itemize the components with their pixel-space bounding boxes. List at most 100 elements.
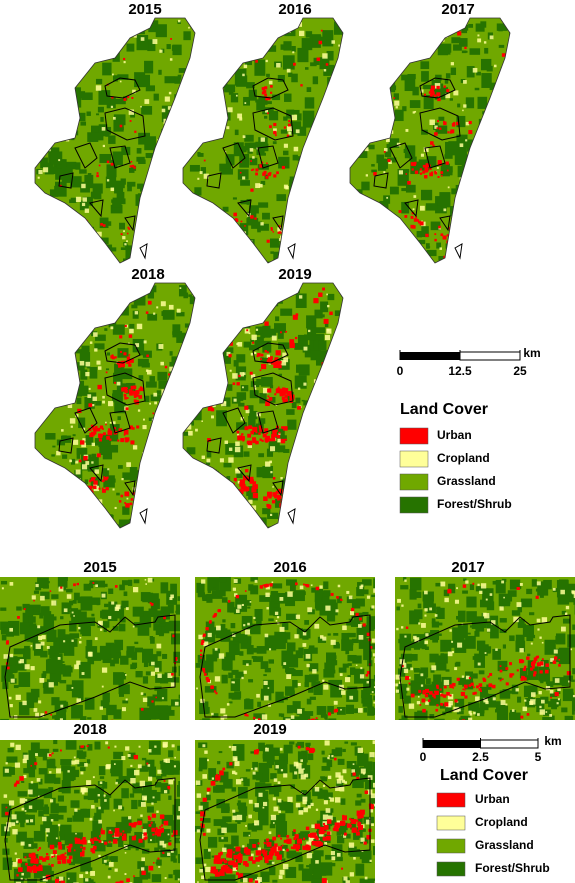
urban-patch — [187, 479, 191, 484]
forest-patch — [332, 475, 337, 479]
forest-patch — [305, 799, 313, 807]
cropland-patch — [300, 504, 305, 508]
forest-patch — [250, 623, 261, 635]
cropland-patch — [502, 92, 508, 99]
urban-patch — [209, 620, 212, 623]
cropland-patch — [191, 200, 195, 206]
cropland-patch — [382, 221, 387, 226]
urban-patch — [435, 708, 439, 712]
forest-patch — [232, 261, 245, 263]
cropland-patch — [465, 221, 468, 224]
forest-patch — [44, 347, 53, 358]
forest-patch — [371, 169, 377, 173]
forest-patch — [236, 471, 243, 479]
cropland-patch — [23, 774, 27, 779]
cropland-patch — [91, 805, 95, 809]
urban-patch — [17, 616, 20, 619]
urban-patch — [330, 505, 334, 509]
forest-patch — [237, 802, 247, 810]
cropland-patch — [373, 686, 375, 689]
forest-patch — [61, 661, 65, 664]
urban-patch — [152, 833, 155, 836]
forest-patch — [260, 333, 265, 339]
forest-patch — [135, 670, 143, 678]
cropland-patch — [204, 317, 211, 323]
urban-patch — [247, 433, 252, 438]
cropland-patch — [326, 328, 330, 332]
forest-patch — [175, 377, 187, 390]
cropland-patch — [293, 146, 299, 152]
urban-patch — [128, 334, 133, 338]
cropland-patch — [315, 808, 319, 811]
forest-patch — [387, 157, 397, 163]
forest-patch — [262, 748, 275, 762]
forest-patch — [188, 519, 195, 528]
cropland-patch — [248, 799, 253, 804]
forest-patch — [329, 655, 337, 660]
cropland-patch — [434, 83, 441, 89]
urban-patch — [257, 718, 260, 720]
forest-patch — [207, 26, 219, 40]
cropland-patch — [279, 626, 285, 632]
cropland-patch — [541, 617, 548, 623]
urban-extent-outline — [74, 407, 98, 434]
forest-patch — [87, 457, 99, 472]
forest-patch — [299, 525, 303, 528]
cropland-patch — [340, 322, 343, 329]
forest-patch — [156, 710, 163, 714]
forest-patch — [444, 78, 449, 84]
forest-patch — [155, 486, 162, 494]
cropland-patch — [243, 670, 247, 674]
forest-patch — [195, 825, 205, 832]
forest-patch — [499, 108, 506, 118]
cropland-patch — [253, 259, 256, 261]
cropland-patch — [226, 351, 231, 356]
cropland-patch — [500, 148, 505, 153]
forest-patch — [94, 841, 106, 852]
forest-patch — [157, 841, 166, 850]
forest-patch — [333, 641, 340, 649]
urban-patch — [189, 520, 192, 523]
forest-patch — [338, 502, 343, 511]
urban-patch — [157, 857, 160, 860]
forest-patch — [375, 107, 384, 113]
cropland-patch — [143, 418, 145, 421]
cropland-patch — [177, 878, 180, 881]
forest-patch — [295, 397, 301, 404]
land-cover-raster — [395, 577, 575, 720]
forest-patch — [246, 405, 254, 412]
cropland-patch — [88, 387, 91, 390]
forest-patch — [26, 701, 35, 709]
cropland-patch — [161, 108, 166, 113]
forest-patch — [266, 448, 274, 457]
forest-patch — [117, 294, 124, 304]
forest-patch — [492, 580, 497, 585]
cropland-patch — [379, 89, 383, 93]
cropland-patch — [256, 147, 259, 150]
forest-patch — [389, 27, 394, 30]
forest-patch — [316, 434, 328, 446]
urban-patch — [130, 440, 135, 445]
forest-patch — [195, 662, 200, 668]
urban-patch — [404, 215, 408, 218]
forest-patch — [190, 525, 200, 528]
forest-patch — [6, 656, 18, 668]
forest-patch — [356, 123, 363, 130]
cropland-patch — [410, 667, 414, 671]
forest-patch — [517, 696, 522, 703]
cropland-patch — [342, 312, 343, 317]
forest-patch — [53, 516, 66, 528]
urban-patch — [395, 25, 398, 28]
forest-patch — [483, 232, 492, 245]
urban-patch — [244, 713, 248, 717]
urban-patch — [413, 218, 418, 222]
forest-patch — [176, 358, 188, 366]
forest-patch — [155, 626, 165, 636]
cropland-patch — [395, 689, 400, 693]
forest-patch — [200, 58, 208, 63]
forest-patch — [543, 579, 552, 590]
forest-patch — [292, 701, 301, 713]
urban-patch — [313, 298, 319, 304]
forest-patch — [309, 645, 315, 650]
cropland-patch — [82, 438, 86, 442]
